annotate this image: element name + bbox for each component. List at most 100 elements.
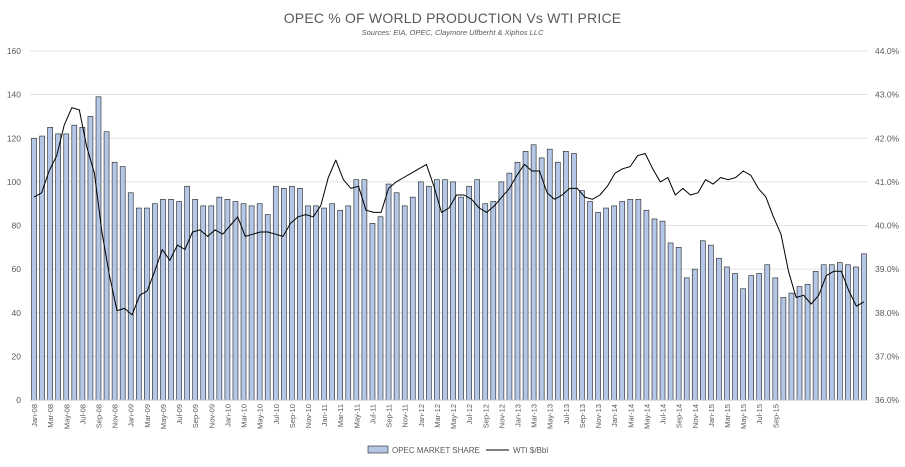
bar bbox=[272, 185, 279, 401]
x-tick-label: Jan-09 bbox=[127, 404, 136, 427]
x-tick-label: Mar-13 bbox=[530, 404, 539, 428]
bar bbox=[635, 199, 642, 401]
bar bbox=[426, 185, 432, 401]
x-tick-label: Jan-10 bbox=[223, 404, 232, 427]
bar bbox=[490, 201, 497, 401]
wti-line bbox=[33, 107, 865, 316]
bar bbox=[160, 199, 166, 401]
bar bbox=[667, 242, 674, 401]
bar bbox=[659, 220, 666, 401]
x-tick-label: Jul-09 bbox=[175, 404, 184, 424]
bar bbox=[442, 179, 448, 401]
bar bbox=[361, 179, 368, 401]
bar bbox=[563, 151, 569, 401]
bar bbox=[337, 209, 344, 401]
bar bbox=[643, 209, 650, 401]
bar bbox=[63, 133, 70, 401]
bar bbox=[764, 264, 771, 401]
bar bbox=[345, 205, 352, 401]
bar bbox=[788, 292, 795, 401]
x-tick-label: Jan-08 bbox=[30, 404, 39, 427]
bar bbox=[796, 286, 803, 401]
bar bbox=[514, 161, 521, 401]
bar bbox=[538, 157, 545, 401]
bar bbox=[522, 151, 529, 401]
x-tick-label: Jul-12 bbox=[465, 404, 474, 424]
left-tick-label: 20 bbox=[12, 351, 22, 361]
left-tick-label: 80 bbox=[12, 221, 22, 231]
bar bbox=[418, 181, 424, 401]
bar bbox=[31, 137, 37, 401]
x-tick-label: Mar-08 bbox=[46, 404, 55, 428]
bar bbox=[683, 277, 690, 401]
x-axis-ticks: Jan-08 Mar-08 May-08 Jul-08 Sep-08 Nov-08 Jan-… bbox=[30, 404, 780, 429]
bar bbox=[716, 257, 722, 401]
bar bbox=[828, 264, 835, 401]
x-tick-label: May-10 bbox=[256, 404, 265, 429]
x-tick-label: Jan-14 bbox=[610, 404, 619, 427]
bar bbox=[627, 199, 634, 401]
x-tick-label: Mar-09 bbox=[143, 404, 152, 428]
bar bbox=[756, 273, 763, 401]
left-tick-label: 0 bbox=[16, 395, 21, 405]
bar bbox=[700, 240, 706, 401]
bar bbox=[409, 196, 416, 401]
bar bbox=[103, 131, 110, 401]
bar bbox=[216, 196, 223, 401]
x-tick-label: Jul-13 bbox=[562, 404, 571, 424]
bar bbox=[135, 207, 142, 401]
bar bbox=[546, 148, 553, 401]
bar bbox=[482, 203, 489, 401]
x-tick-label: May-13 bbox=[546, 404, 555, 429]
bar bbox=[152, 203, 158, 401]
x-tick-label: May-14 bbox=[642, 404, 651, 429]
x-tick-label: Mar-11 bbox=[336, 404, 345, 427]
right-axis-ticks: 36.0% 37.0% 38.0% 39.0% 40.0% 41.0% 42.0% 43.0%… bbox=[875, 46, 900, 405]
x-tick-label: Mar-15 bbox=[723, 404, 732, 428]
bar bbox=[393, 192, 400, 401]
bar bbox=[691, 268, 698, 401]
right-tick-label: 36.0% bbox=[875, 395, 900, 405]
x-tick-label: Jan-15 bbox=[707, 404, 716, 427]
legend-label-opec: OPEC MARKET SHARE bbox=[392, 446, 480, 455]
x-tick-label: Nov-08 bbox=[111, 404, 120, 428]
legend-label-wti: WTI $/Bbl bbox=[513, 446, 548, 455]
bar bbox=[401, 205, 408, 401]
x-tick-label: May-15 bbox=[739, 404, 748, 429]
bar bbox=[708, 244, 714, 401]
bar bbox=[595, 212, 601, 401]
left-tick-label: 60 bbox=[12, 264, 22, 274]
right-tick-label: 40.0% bbox=[875, 221, 900, 231]
x-tick-label: May-09 bbox=[159, 404, 168, 429]
x-tick-label: Nov-09 bbox=[207, 404, 216, 428]
x-tick-label: Nov-10 bbox=[304, 404, 313, 428]
x-tick-label: Nov-11 bbox=[401, 404, 410, 428]
bar bbox=[458, 196, 464, 401]
bar bbox=[232, 201, 239, 401]
x-tick-label: Sep-14 bbox=[675, 404, 684, 428]
bar bbox=[619, 201, 626, 401]
bar bbox=[579, 190, 585, 401]
x-tick-label: May-08 bbox=[62, 404, 71, 429]
bar bbox=[780, 297, 787, 401]
left-tick-label: 160 bbox=[7, 46, 21, 56]
left-axis-ticks: 0 20 40 60 80 100 120 140 160 bbox=[7, 46, 21, 405]
bar bbox=[571, 153, 577, 401]
bar bbox=[281, 188, 287, 401]
chart-subtitle: Sources: EIA, OPEC, Claymore Ulfberht & … bbox=[361, 28, 544, 37]
bar bbox=[200, 205, 207, 401]
x-tick-label: Sep-09 bbox=[191, 404, 200, 428]
bar bbox=[675, 247, 682, 401]
x-tick-label: Nov-12 bbox=[497, 404, 506, 428]
bar bbox=[111, 161, 118, 401]
x-tick-label: Sep-15 bbox=[771, 404, 780, 428]
x-tick-label: Sep-08 bbox=[95, 404, 104, 428]
x-tick-label: Jul-11 bbox=[369, 404, 378, 424]
chart-title: OPEC % OF WORLD PRODUCTION Vs WTI PRICE bbox=[283, 10, 622, 26]
bar bbox=[184, 185, 190, 401]
bar bbox=[79, 127, 86, 401]
x-tick-label: Jul-14 bbox=[659, 404, 668, 424]
bar bbox=[450, 181, 456, 401]
bar bbox=[530, 144, 537, 401]
